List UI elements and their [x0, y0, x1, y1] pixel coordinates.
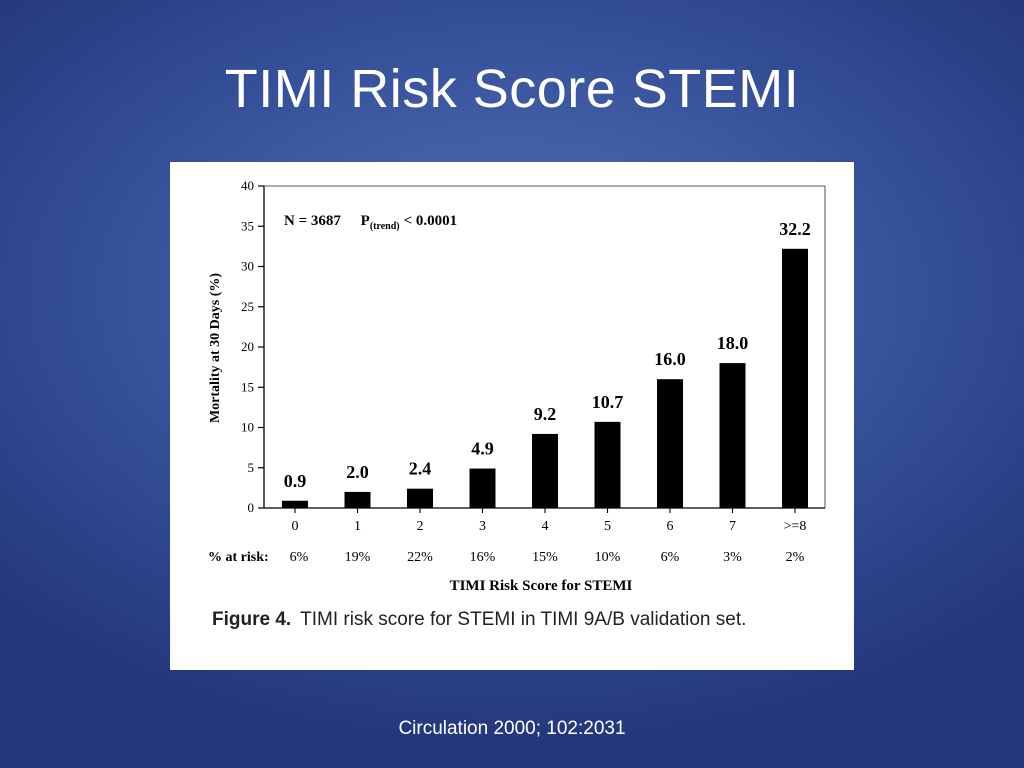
- x-tick-label: 6: [667, 519, 674, 534]
- y-tick-label: 25: [241, 299, 254, 314]
- bar-8: [782, 248, 808, 508]
- y-tick-label: 0: [248, 500, 255, 515]
- bar-value-label: 0.9: [284, 471, 307, 491]
- at-risk-value: 10%: [595, 550, 621, 565]
- y-tick-label: 5: [248, 460, 255, 475]
- bar-value-label: 2.0: [346, 462, 369, 482]
- bar-value-label: 32.2: [779, 219, 811, 239]
- at-risk-value: 6%: [661, 550, 680, 565]
- caption-text: TIMI risk score for STEMI in TIMI 9A/B v…: [300, 609, 746, 630]
- x-axis-label: TIMI Risk Score for STEMI: [450, 578, 633, 594]
- x-tick-label: >=8: [784, 519, 807, 534]
- n-annotation: N = 3687: [284, 213, 341, 229]
- p-value: < 0.0001: [404, 213, 458, 229]
- caption-figure-number: Figure 4.: [212, 609, 291, 630]
- at-risk-value: 16%: [470, 550, 496, 565]
- bar-6: [657, 379, 683, 508]
- y-tick-label: 40: [241, 178, 254, 193]
- y-axis-label: Mortality at 30 Days (%): [208, 273, 223, 423]
- bar-3: [469, 468, 496, 508]
- slide-title: TIMI Risk Score STEMI: [224, 59, 800, 119]
- citation: Circulation 2000; 102:2031: [398, 718, 626, 739]
- x-tick-label: 7: [729, 519, 736, 534]
- bar-0: [282, 500, 308, 508]
- bar-value-label: 4.9: [471, 439, 494, 459]
- x-tick-label: 3: [479, 519, 486, 534]
- bar-value-label: 18.0: [717, 333, 749, 353]
- y-tick-label: 15: [241, 379, 254, 394]
- bar-value-label: 2.4: [409, 459, 432, 479]
- at-risk-value: 15%: [532, 550, 558, 565]
- at-risk-label: % at risk:: [208, 550, 269, 565]
- at-risk-value: 22%: [407, 550, 433, 565]
- p-subscript: (trend): [370, 221, 400, 232]
- at-risk-value: 3%: [723, 550, 742, 565]
- at-risk-value: 19%: [345, 550, 371, 565]
- bar-1: [344, 491, 371, 508]
- at-risk-value: 6%: [290, 550, 309, 565]
- y-tick-label: 30: [241, 259, 254, 274]
- x-tick-label: 0: [292, 519, 299, 534]
- chart-annotation: N = 3687 P(trend) < 0.0001: [284, 213, 457, 232]
- x-tick-label: 5: [604, 519, 611, 534]
- x-ticks: 0 6% 1 19% 2 22% 3 16% 4 15% 5 10% 6 6% 7 3% >=8 2%: [290, 508, 807, 565]
- figure-caption: Figure 4. TIMI risk score for STEMI in T…: [212, 609, 746, 630]
- x-tick-label: 2: [417, 519, 424, 534]
- bar-value-label: 10.7: [592, 392, 624, 412]
- y-tick-label: 20: [241, 339, 254, 354]
- x-tick-label: 4: [542, 519, 549, 534]
- y-tick-label: 35: [241, 218, 254, 233]
- bar-4: [532, 433, 558, 508]
- bar-2: [407, 488, 433, 508]
- p-label: P: [361, 213, 370, 229]
- y-tick-label: 10: [241, 420, 254, 435]
- bar-7: [719, 363, 746, 508]
- bar-value-label: 9.2: [534, 404, 557, 424]
- bar-value-label: 16.0: [654, 349, 686, 369]
- figure-panel: 0 5 10 15 20 25 30 35 40 0.9 2.0 2.4 4.9 9.2 10.7 16.0…: [170, 162, 854, 670]
- x-tick-label: 1: [354, 519, 361, 534]
- at-risk-value: 2%: [786, 550, 805, 565]
- bars: 0.9 2.0 2.4 4.9 9.2 10.7 16.0 18.0 32.2: [282, 219, 811, 508]
- bar-5: [594, 421, 621, 508]
- y-ticks: 0 5 10 15 20 25 30 35 40: [241, 178, 264, 515]
